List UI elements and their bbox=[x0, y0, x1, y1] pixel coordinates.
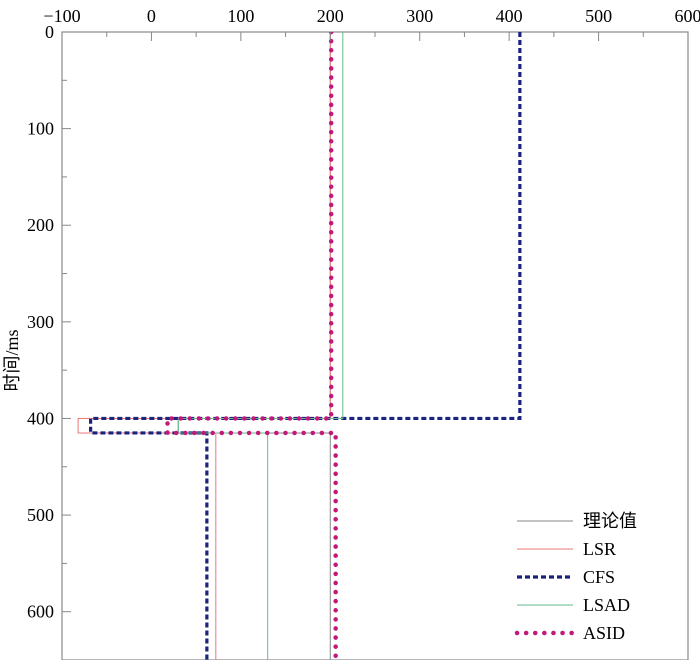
x-tick-label: 600 bbox=[675, 6, 700, 26]
y-tick-label: 400 bbox=[27, 408, 54, 428]
x-tick-label: 400 bbox=[496, 6, 523, 26]
y-axis: 0 100 200 300 400 500 600 bbox=[27, 22, 71, 660]
series-line-5 bbox=[165, 32, 338, 660]
y-tick-label: 200 bbox=[27, 215, 54, 235]
legend-label: 理论值 bbox=[583, 511, 637, 531]
x-tick-label: 500 bbox=[585, 6, 612, 26]
y-tick-label: 300 bbox=[27, 312, 54, 332]
legend-label: ASID bbox=[583, 623, 625, 643]
y-tick-label: 600 bbox=[27, 602, 54, 622]
series-layer bbox=[77, 32, 522, 660]
plot-area bbox=[61, 31, 689, 660]
legend-label: LSR bbox=[583, 539, 616, 559]
series-line-4 bbox=[177, 32, 344, 660]
y-tick-label: 0 bbox=[45, 22, 54, 42]
x-tick-label: 0 bbox=[147, 6, 156, 26]
legend-label: LSAD bbox=[583, 595, 630, 615]
y-tick-label: 100 bbox=[27, 119, 54, 139]
x-tick-label: −100 bbox=[43, 6, 80, 26]
y-axis-title: 时间/ms bbox=[2, 329, 22, 391]
legend: 理论值 LSR CFS LSAD ASID bbox=[514, 511, 637, 643]
legend-label: CFS bbox=[583, 567, 615, 587]
x-tick-label: 200 bbox=[317, 6, 344, 26]
x-tick-label: 300 bbox=[406, 6, 433, 26]
series-line-3 bbox=[89, 32, 522, 660]
x-tick-label: 100 bbox=[227, 6, 254, 26]
series-line-2 bbox=[77, 32, 331, 660]
y-tick-label: 500 bbox=[27, 505, 54, 525]
x-axis: −100 0 100 200 300 400 500 600 bbox=[43, 6, 700, 41]
